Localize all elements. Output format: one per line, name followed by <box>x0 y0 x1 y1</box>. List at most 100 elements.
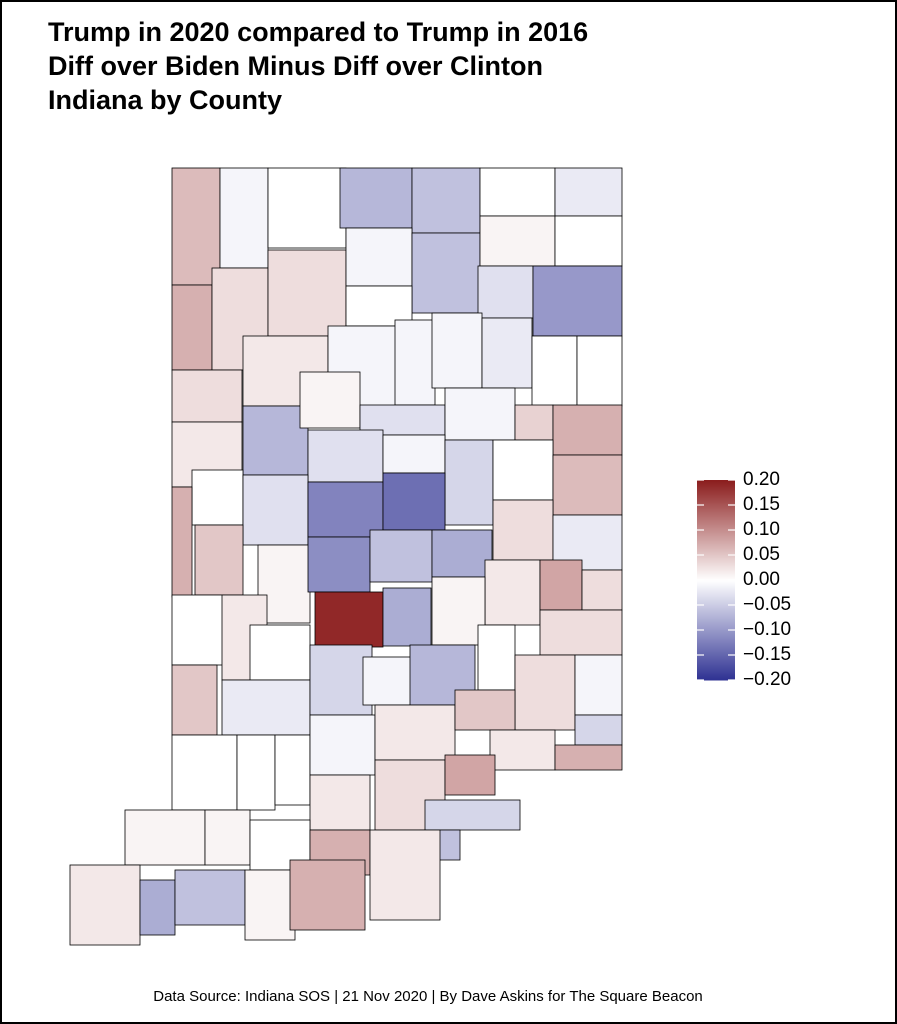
county <box>194 524 244 596</box>
legend-tick-label: −0.10 <box>743 619 791 640</box>
county <box>219 167 269 269</box>
colorbar-slice <box>697 596 735 599</box>
county <box>444 754 496 796</box>
colorbar-slice <box>697 600 735 603</box>
county <box>574 654 623 716</box>
legend-tick-label: 0.20 <box>743 469 780 490</box>
legend-tick-label: 0.10 <box>743 519 780 540</box>
county <box>289 859 366 931</box>
county <box>124 809 206 866</box>
colorbar-slice <box>697 516 735 519</box>
colorbar-slice <box>697 574 735 577</box>
colorbar-slice <box>697 552 735 555</box>
colorbar-slice <box>697 642 735 645</box>
counties <box>69 167 623 946</box>
colorbar-slice <box>697 648 735 651</box>
county <box>307 429 384 483</box>
county <box>309 714 376 776</box>
colorbar-slice <box>697 490 735 493</box>
colorbar-slice <box>697 590 735 593</box>
colorbar-slice <box>697 604 735 607</box>
colorbar-slice <box>697 514 735 517</box>
county <box>444 439 494 526</box>
county <box>489 729 556 771</box>
county <box>477 265 534 319</box>
county <box>424 799 521 831</box>
county <box>382 587 432 647</box>
county <box>479 215 556 267</box>
colorbar-slice <box>697 558 735 561</box>
county <box>492 439 554 501</box>
county <box>299 371 361 429</box>
county <box>309 644 373 716</box>
colorbar-slice <box>697 532 735 535</box>
colorbar-slice <box>697 518 735 521</box>
colorbar-slice <box>697 612 735 615</box>
colorbar-slice <box>697 530 735 533</box>
colorbar-slice <box>697 644 735 647</box>
county <box>171 664 218 736</box>
county <box>431 576 486 646</box>
county <box>249 624 311 681</box>
colorbar-slice <box>697 636 735 639</box>
county <box>221 679 311 736</box>
colorbar-slice <box>697 668 735 671</box>
colorbar-slice <box>697 512 735 515</box>
title-line: Indiana by County <box>48 85 282 115</box>
colorbar-slice <box>697 568 735 571</box>
county <box>477 624 516 691</box>
county <box>554 215 623 267</box>
colorbar-slice <box>697 594 735 597</box>
county <box>369 529 433 583</box>
county <box>307 481 384 538</box>
colorbar-slice <box>697 584 735 587</box>
county <box>394 319 436 406</box>
county <box>554 744 623 771</box>
colorbar-slice <box>697 638 735 641</box>
county <box>484 559 541 626</box>
county <box>236 734 276 811</box>
colorbar-slice <box>697 482 735 485</box>
county <box>576 335 623 407</box>
colorbar-slice <box>697 586 735 589</box>
colorbar-slice <box>697 672 735 675</box>
county <box>539 609 623 656</box>
county <box>171 734 238 811</box>
county <box>314 591 384 648</box>
county <box>444 387 516 441</box>
county <box>532 265 623 337</box>
colorbar-slice <box>697 526 735 529</box>
colorbar-slice <box>697 602 735 605</box>
county <box>307 536 371 593</box>
colorbar-slice <box>697 502 735 505</box>
colorbar-slice <box>697 520 735 523</box>
colorbar-slice <box>697 580 735 583</box>
colorbar-slice <box>697 662 735 665</box>
county <box>345 285 413 327</box>
colorbar-slice <box>697 666 735 669</box>
colorbar-slice <box>697 626 735 629</box>
colorbar-slice <box>697 560 735 563</box>
colorbar-slice <box>697 630 735 633</box>
county <box>69 864 141 946</box>
colorbar-slice <box>697 640 735 643</box>
colorbar-slice <box>697 674 735 677</box>
county <box>191 469 244 526</box>
colorbar-slice <box>697 538 735 541</box>
county <box>492 499 554 561</box>
colorbar-slice <box>697 592 735 595</box>
county <box>362 656 412 706</box>
colorbar-slice <box>697 622 735 625</box>
county <box>552 404 623 456</box>
legend-tick-label: 0.00 <box>743 569 780 590</box>
colorbar-slice <box>697 620 735 623</box>
colorbar-slice <box>697 624 735 627</box>
colorbar-slice <box>697 562 735 565</box>
colorbar-slice <box>697 678 735 681</box>
county <box>204 809 251 866</box>
colorbar-slice <box>697 522 735 525</box>
county <box>514 654 576 731</box>
county <box>242 474 309 546</box>
county <box>514 404 554 441</box>
